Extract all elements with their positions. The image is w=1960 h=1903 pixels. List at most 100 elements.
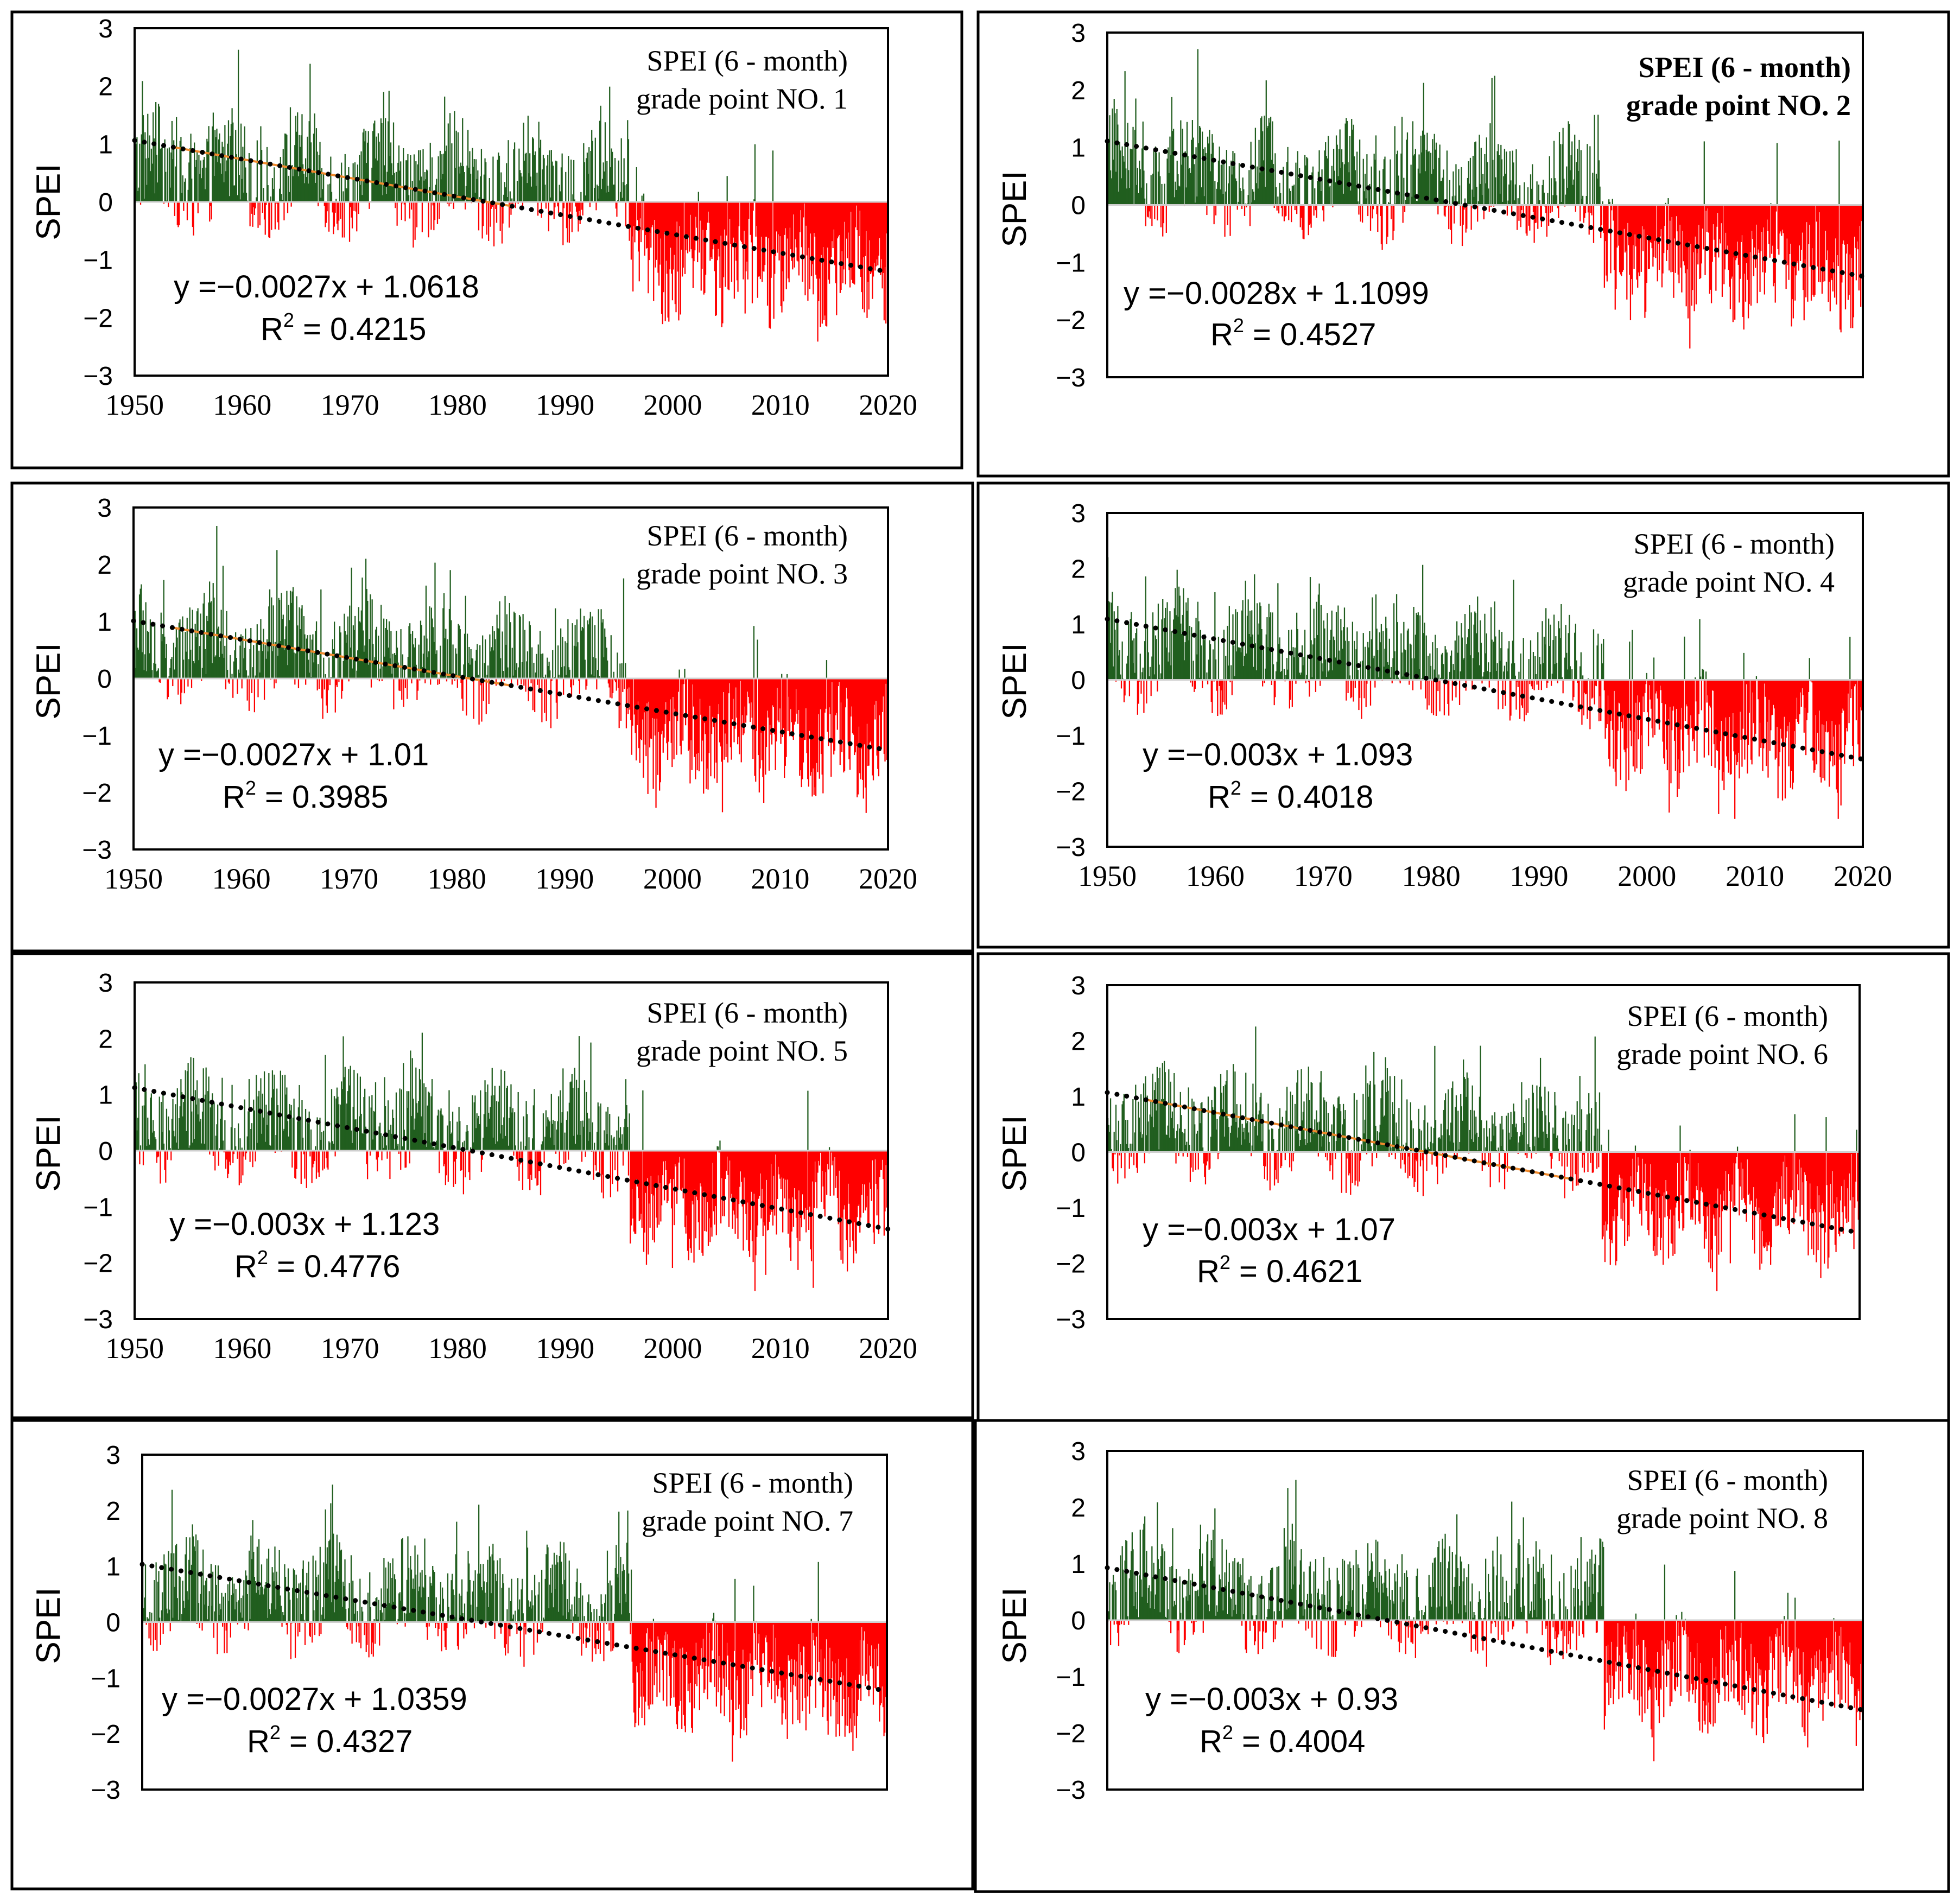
spei-bar — [1432, 139, 1433, 205]
spei-bar — [804, 1151, 806, 1208]
spei-bar — [697, 202, 699, 263]
spei-bar — [473, 159, 475, 202]
spei-bar — [1303, 657, 1305, 680]
spei-bar — [1498, 630, 1500, 680]
spei-bar — [823, 678, 825, 740]
spei-bar — [1299, 1146, 1301, 1152]
spei-bar — [380, 1133, 382, 1151]
spei-bar — [144, 1064, 146, 1151]
spei-bar — [1671, 1152, 1673, 1244]
spei-bar — [250, 628, 252, 678]
spei-bar — [178, 623, 180, 678]
spei-bar — [357, 1073, 359, 1151]
spei-bar — [300, 1120, 301, 1151]
spei-bar — [147, 631, 149, 678]
spei-bar — [1130, 1152, 1132, 1157]
spei-bar — [1666, 205, 1668, 250]
spei-bar — [700, 1151, 702, 1187]
spei-bar — [1155, 635, 1157, 680]
spei-bar — [494, 1086, 496, 1151]
spei-bar — [1262, 1114, 1264, 1152]
spei-bar — [371, 1095, 373, 1151]
spei-bar — [1710, 680, 1711, 708]
spei-bar — [1328, 1141, 1330, 1152]
spei-bar — [604, 1143, 606, 1151]
spei-bar — [1847, 205, 1848, 244]
spei-bar — [1325, 155, 1327, 205]
spei-bar — [1461, 623, 1462, 680]
spei-bar — [576, 1134, 578, 1151]
spei-bar — [1657, 205, 1658, 282]
spei-bar — [1775, 680, 1777, 758]
spei-bar — [759, 202, 760, 277]
spei-bar — [725, 678, 727, 757]
spei-bar — [1320, 680, 1321, 686]
spei-bar — [799, 1151, 801, 1241]
spei-bar — [675, 1151, 677, 1167]
spei-bar — [1287, 669, 1289, 680]
spei-bar — [1823, 680, 1825, 725]
spei-bar — [1664, 205, 1666, 226]
spei-bar — [497, 160, 498, 202]
spei-bar — [545, 1110, 547, 1151]
spei-bar — [1456, 621, 1458, 680]
spei-bar — [1788, 680, 1790, 766]
spei-bar — [1296, 1082, 1298, 1152]
spei-bar — [820, 202, 821, 327]
spei-bar — [1108, 138, 1109, 205]
spei-bar — [1457, 652, 1458, 680]
spei-bar — [611, 148, 612, 202]
spei-bar — [1604, 680, 1606, 739]
spei-bar — [1658, 680, 1660, 730]
spei-bar — [200, 613, 201, 678]
spei-bar — [1712, 205, 1714, 225]
spei-bar — [226, 611, 227, 678]
spei-bar — [1253, 191, 1254, 205]
spei-bar — [1604, 1152, 1606, 1263]
spei-bar — [1191, 1099, 1193, 1152]
spei-bar — [859, 202, 861, 211]
spei-bar — [1858, 205, 1860, 291]
spei-bar — [1691, 680, 1692, 728]
spei-bar — [378, 141, 380, 202]
spei-bar — [1517, 205, 1518, 230]
spei-bar — [792, 678, 794, 740]
spei-bar — [376, 136, 377, 202]
spei-bar — [718, 678, 720, 705]
spei-bars — [135, 1032, 889, 1291]
spei-bar — [151, 670, 153, 678]
spei-bar — [177, 1149, 179, 1151]
spei-bar — [1397, 150, 1398, 205]
spei-bar — [1168, 661, 1169, 680]
spei-bar — [1143, 680, 1145, 713]
spei-bar — [1259, 602, 1261, 680]
spei-bar — [821, 1151, 823, 1171]
spei-bar — [854, 678, 857, 753]
spei-bar — [1779, 680, 1781, 752]
spei-bar — [1712, 680, 1714, 691]
spei-bar — [867, 202, 869, 282]
spei-bar — [465, 1151, 466, 1178]
spei-bar — [1666, 680, 1667, 750]
spei-bar — [170, 152, 172, 202]
spei-bar — [326, 678, 328, 713]
spei-bar — [1685, 680, 1687, 705]
spei-bar — [1426, 680, 1428, 710]
spei-bar — [1317, 181, 1318, 205]
spei-bar — [769, 202, 771, 329]
spei-bar — [542, 1141, 543, 1151]
spei-bar — [860, 678, 861, 779]
spei-bar — [750, 678, 751, 722]
spei-bar — [814, 1151, 816, 1162]
spei-bar — [603, 657, 605, 678]
spei-bar — [142, 115, 144, 202]
spei-bar — [1570, 1152, 1572, 1177]
spei-bar — [295, 653, 297, 678]
spei-bar — [1503, 671, 1505, 680]
spei-bar — [1203, 196, 1205, 205]
spei-bar — [1747, 680, 1749, 745]
spei-bar — [1826, 680, 1828, 721]
spei-bar — [1587, 1152, 1589, 1172]
spei-bar — [365, 559, 367, 678]
